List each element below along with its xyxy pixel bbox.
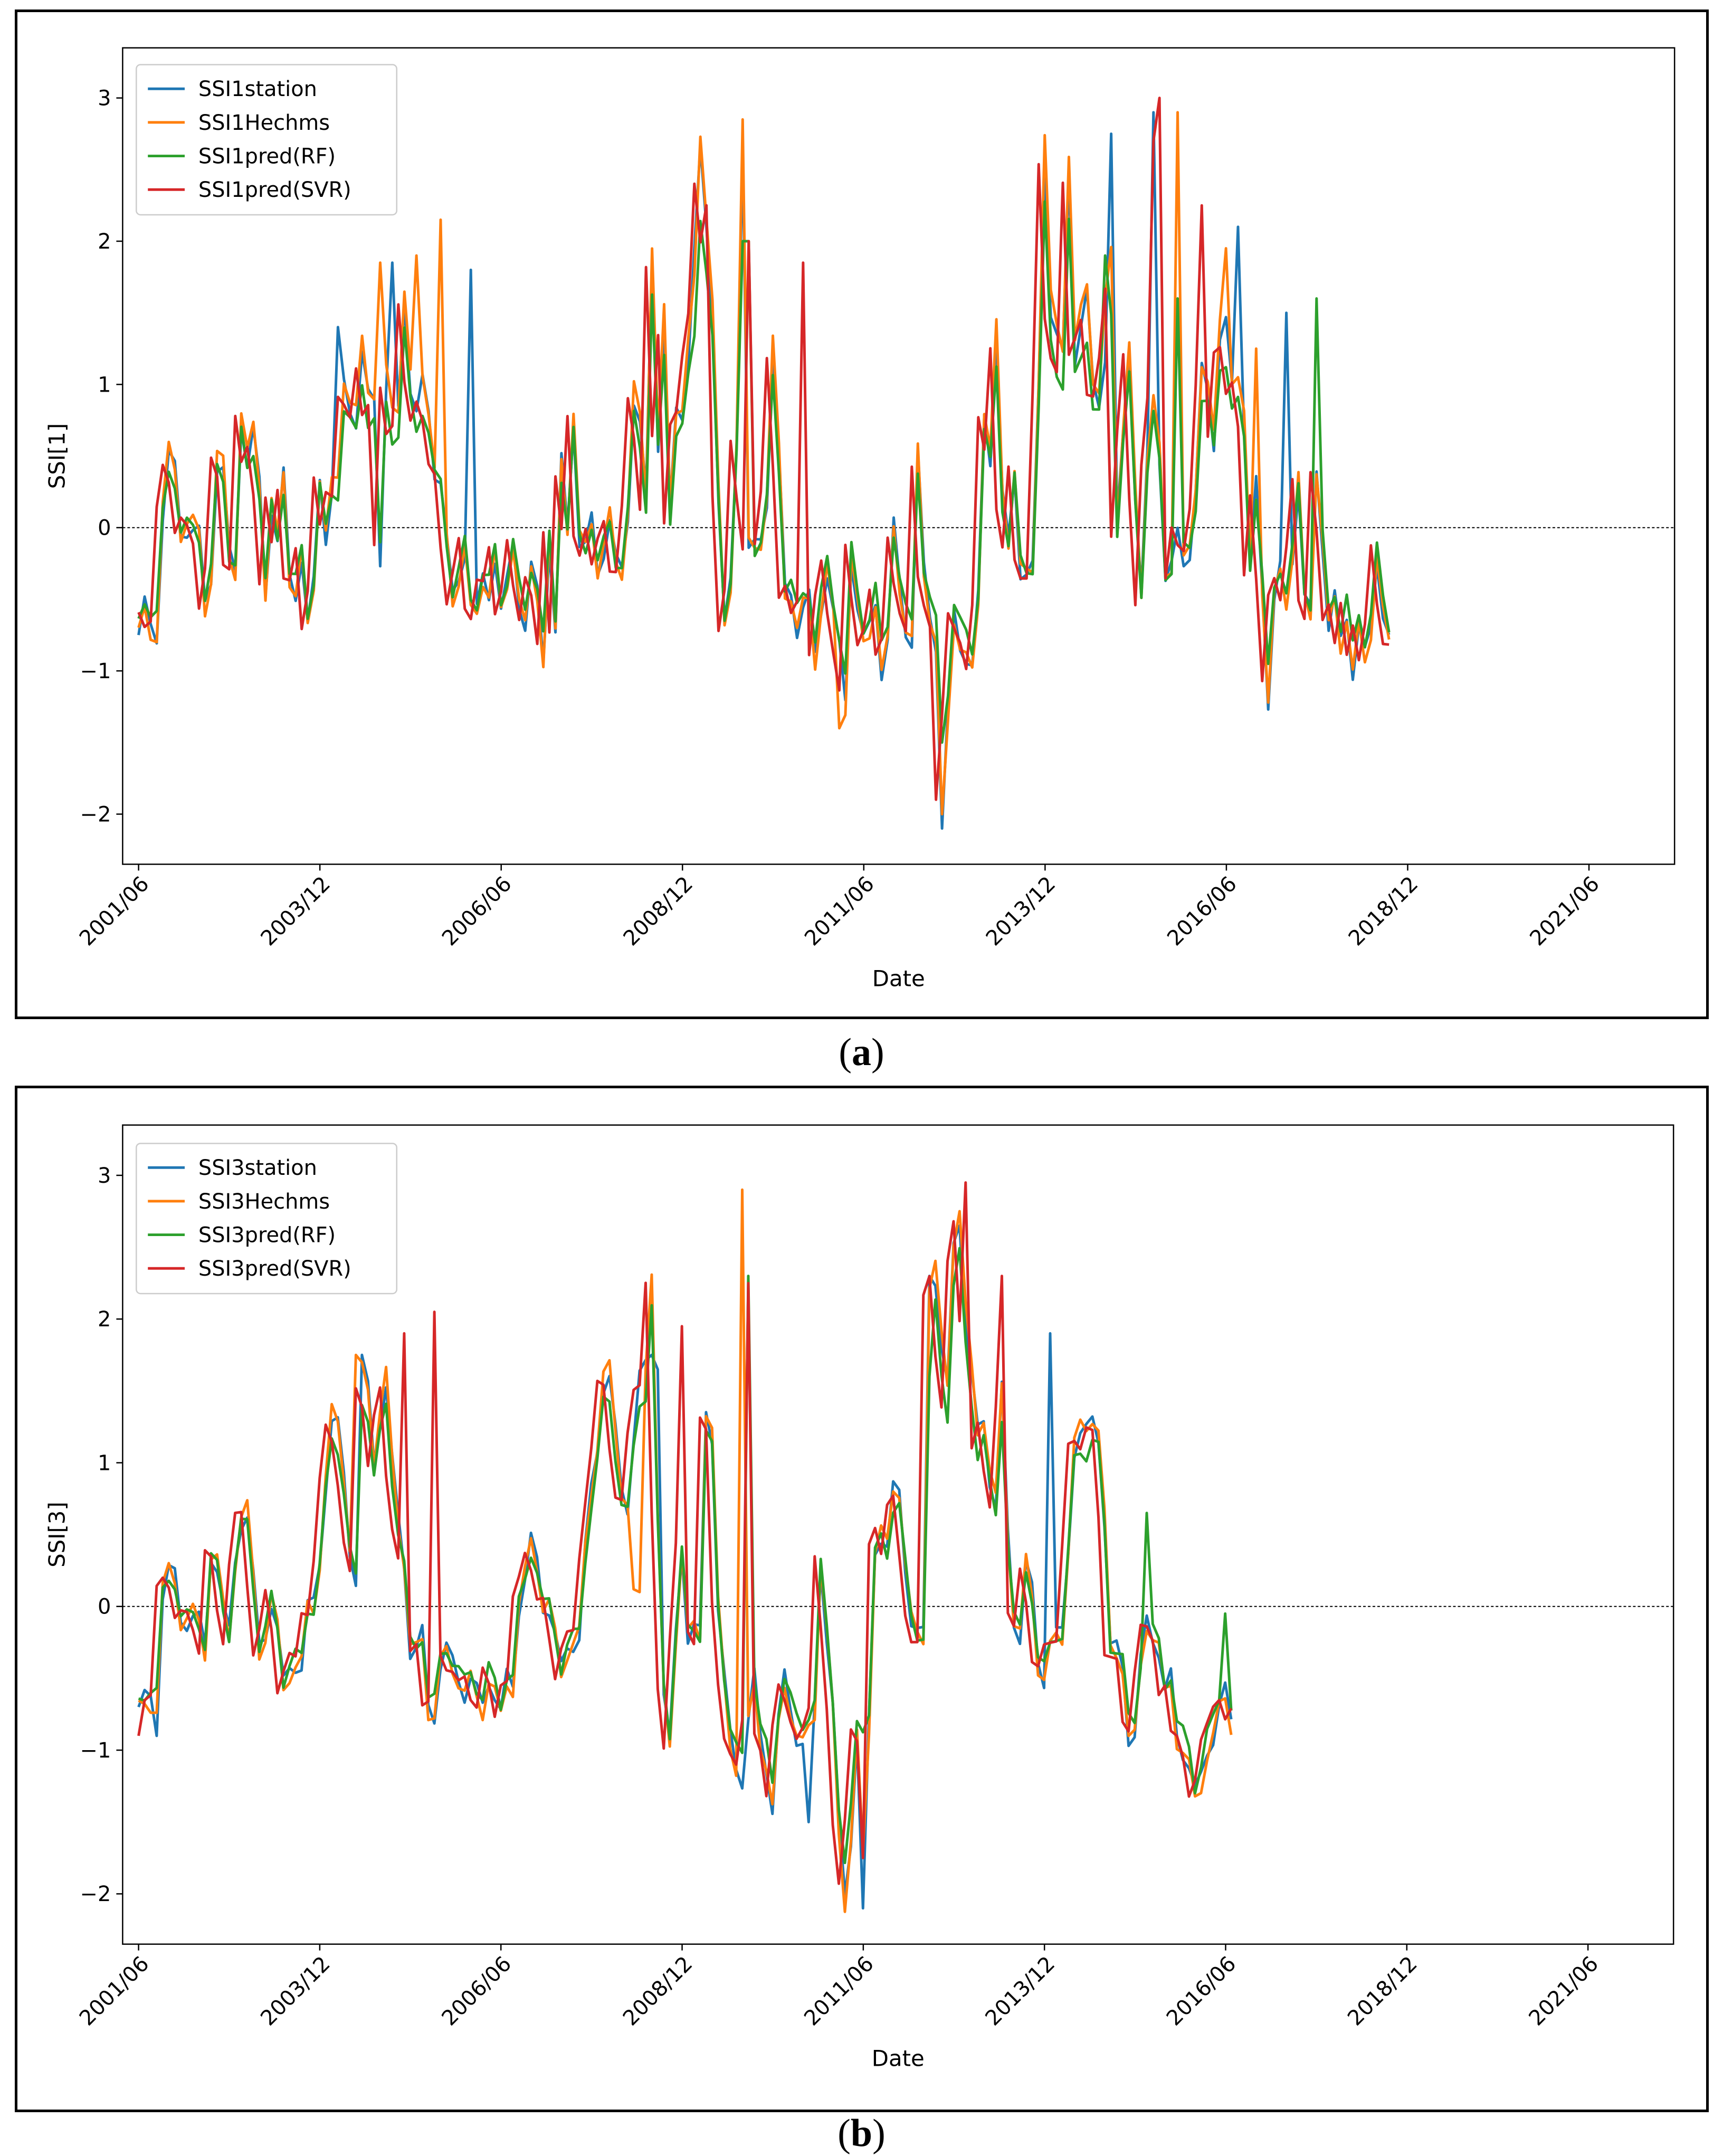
y-tick-label: 2	[98, 230, 111, 254]
series-line-ssi1pred-rf-	[137, 200, 1391, 744]
y-tick-label: 2	[98, 1307, 111, 1332]
x-tick-label: 2018/12	[1344, 872, 1423, 951]
x-tick-label: 2013/12	[982, 872, 1061, 951]
legend-label: SSI1Hechms	[198, 111, 330, 135]
x-tick-label: 2011/06	[799, 1952, 879, 2030]
plot-frame	[122, 47, 1676, 865]
series-line-ssi3pred-svr-	[137, 1181, 1233, 1885]
y-tick-label: 1	[98, 1451, 111, 1475]
caption-b: (b)	[0, 2111, 1723, 2156]
caption-b-letter: b	[850, 2112, 873, 2155]
caption-a-open: (	[839, 1031, 852, 1074]
legend: SSI3station SSI3Hechms SSI3pred(RF) SSI3pre…	[136, 1143, 397, 1295]
chart-panel-b: −2 −1 0 1 2 3 2001/06 2003/12 2006/06 2008/12 2011…	[15, 1086, 1709, 2112]
y-tick-label: 3	[98, 87, 111, 111]
series-line-ssi1pred-svr-	[137, 97, 1389, 801]
y-tick-label: −1	[80, 1739, 111, 1763]
legend-box	[136, 1143, 397, 1295]
caption-b-open: (	[837, 2112, 851, 2155]
legend-label: SSI3pred(SVR)	[198, 1257, 351, 1281]
y-tick-label: 0	[98, 516, 111, 540]
legend-label: SSI3Hechms	[198, 1190, 330, 1214]
legend-box	[136, 64, 397, 216]
x-tick-label: 2013/12	[981, 1952, 1060, 2030]
x-tick-label: 2011/06	[800, 872, 879, 951]
x-tick-label: 2006/06	[437, 872, 517, 951]
y-tick-label: 1	[98, 373, 111, 397]
x-tick-label: 2006/06	[437, 1952, 516, 2030]
chart-panel-a: −2 −1 0 1 2 3 2001/06 2003/12 2006/06 2008/12 2011…	[15, 10, 1709, 1019]
x-tick-label: 2021/06	[1524, 1952, 1603, 2030]
y-tick-label: −2	[80, 1882, 111, 1906]
y-tick-label: 3	[98, 1164, 111, 1188]
x-axis-label: Date	[872, 965, 925, 991]
x-tick-label: 2016/06	[1163, 872, 1242, 951]
x-tick-label: 2018/12	[1343, 1952, 1422, 2030]
x-axis-label: Date	[872, 2045, 925, 2071]
caption-a: (a)	[0, 1030, 1723, 1075]
x-tick-label: 2003/12	[256, 872, 335, 951]
x-tick-label: 2003/12	[256, 1952, 335, 2030]
y-tick-label: −2	[80, 802, 111, 827]
legend-label: SSI1pred(SVR)	[198, 178, 351, 202]
x-tick-label: 2008/12	[618, 872, 698, 951]
caption-a-letter: a	[852, 1031, 871, 1074]
x-tick-label: 2001/06	[75, 872, 154, 951]
legend-label: SSI3station	[198, 1156, 317, 1180]
series-line-ssi3pred-rf-	[138, 1247, 1233, 1865]
y-axis-label: SSI[1]	[44, 423, 70, 489]
legend-label: SSI1station	[198, 77, 317, 101]
chart-a: −2 −1 0 1 2 3 2001/06 2003/12 2006/06 2008/12 2011…	[44, 47, 1676, 991]
y-axis-label: SSI[3]	[44, 1502, 70, 1568]
legend: SSI1station SSI1Hechms SSI1pred(RF) SSI1pre…	[136, 64, 397, 216]
y-tick-label: 0	[98, 1595, 111, 1619]
caption-b-close: )	[872, 2112, 886, 2155]
series-group	[137, 97, 1391, 830]
x-tick-label: 2021/06	[1525, 872, 1604, 951]
series-group	[137, 1181, 1233, 1913]
y-tick-label: −1	[80, 659, 111, 683]
x-tick-label: 2001/06	[75, 1952, 154, 2030]
legend-label: SSI1pred(RF)	[198, 145, 336, 169]
caption-a-close: )	[871, 1031, 884, 1074]
plot-frame	[122, 1124, 1674, 1945]
legend-label: SSI3pred(RF)	[198, 1223, 336, 1248]
chart-b: −2 −1 0 1 2 3 2001/06 2003/12 2006/06 2008/12 2011…	[44, 1124, 1674, 2071]
x-tick-label: 2016/06	[1162, 1952, 1241, 2030]
x-tick-label: 2008/12	[618, 1952, 698, 2030]
